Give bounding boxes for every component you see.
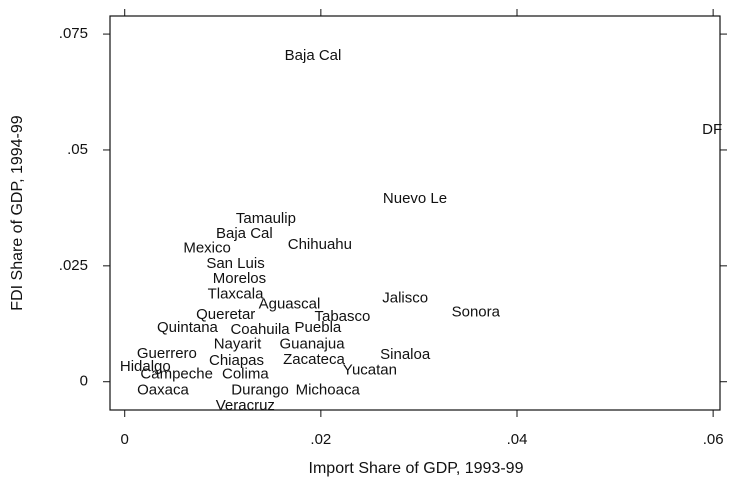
point-label: Guanajua xyxy=(279,336,345,353)
point-label: Michoaca xyxy=(296,382,361,399)
point-label: Veracruz xyxy=(216,397,275,414)
x-tick-label: .02 xyxy=(310,431,331,448)
point-label: Guerrero xyxy=(137,345,197,362)
point-label: Oaxaca xyxy=(137,382,189,399)
point-label: Sinaloa xyxy=(380,346,431,363)
point-label: Tamaulip xyxy=(236,210,296,227)
x-tick-label: .06 xyxy=(703,431,724,448)
point-label: Tlaxcala xyxy=(208,286,265,303)
x-axis-title: Import Share of GDP, 1993-99 xyxy=(309,460,524,477)
point-label: San Luis xyxy=(206,255,264,272)
point-label: Mexico xyxy=(183,240,231,257)
point-label: Colima xyxy=(222,366,269,383)
point-label: Coahuila xyxy=(230,321,290,338)
x-tick-label: .04 xyxy=(507,431,528,448)
point-label: Tabasco xyxy=(314,308,370,325)
point-label: Yucatan xyxy=(343,362,397,379)
point-label: Zacateca xyxy=(283,351,345,368)
x-tick-label: 0 xyxy=(121,431,129,448)
point-label: Jalisco xyxy=(382,290,428,307)
point-label: Puebla xyxy=(295,319,342,336)
point-label: Nayarit xyxy=(214,336,262,353)
point-label: Sonora xyxy=(452,304,501,321)
point-label: Aguascal xyxy=(259,296,321,313)
point-label: Campeche xyxy=(140,366,213,383)
point-label: Morelos xyxy=(213,270,266,287)
point-label: Baja Cal xyxy=(285,47,342,64)
point-label: DF xyxy=(702,121,722,138)
point-label: Durango xyxy=(231,382,289,399)
point-label: Quintana xyxy=(157,319,219,336)
y-tick-label: 0 xyxy=(80,373,88,390)
point-label: Chiapas xyxy=(209,352,264,369)
y-tick-label: .05 xyxy=(67,141,88,158)
point-label: Queretar xyxy=(196,306,255,323)
point-label: Baja Cal xyxy=(216,225,273,242)
y-axis-title: FDI Share of GDP, 1994-99 xyxy=(9,115,26,310)
y-tick-label: .025 xyxy=(59,257,88,274)
plot-frame xyxy=(109,15,721,411)
y-tick-label: .075 xyxy=(59,25,88,42)
point-label: Chihuahu xyxy=(288,236,352,253)
point-label: Nuevo Le xyxy=(383,190,447,207)
point-label: Hidalgo xyxy=(120,358,171,375)
